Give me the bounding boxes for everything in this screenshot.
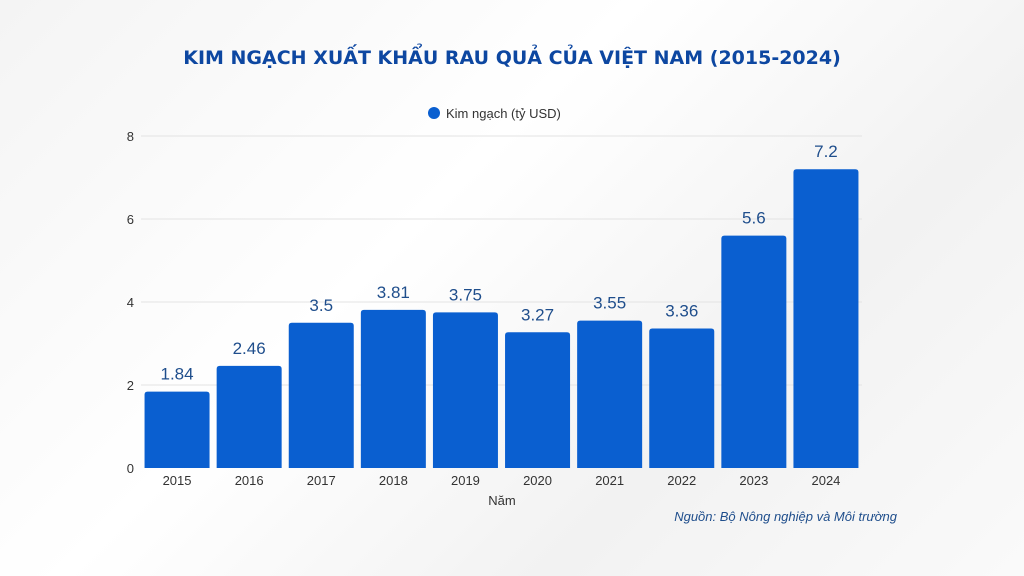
data-label-2021: 3.55 <box>593 294 626 313</box>
data-label-2022: 3.36 <box>665 302 698 321</box>
x-tick-label: 2023 <box>739 473 768 488</box>
bar-2019 <box>432 312 498 468</box>
legend: Kim ngạch (tỷ USD) <box>428 106 561 121</box>
data-labels: 1.84 2.46 3.5 3.81 3.75 3.27 3.55 3.36 5.6 7.2 <box>161 142 838 383</box>
x-tick-label: 2017 <box>307 473 336 488</box>
x-tick-label: 2022 <box>667 473 696 488</box>
legend-swatch <box>428 107 440 119</box>
y-axis-ticks: 0 2 4 6 8 <box>127 129 134 476</box>
data-label-2018: 3.81 <box>377 283 410 302</box>
bars <box>144 169 859 468</box>
source-note: Nguồn: Bộ Nông nghiệp và Môi trường <box>674 509 898 524</box>
x-tick-label: 2024 <box>811 473 840 488</box>
bar-2018 <box>360 309 426 468</box>
bar-2024 <box>793 169 859 468</box>
x-tick-label: 2016 <box>235 473 264 488</box>
bar-2023 <box>721 235 787 468</box>
x-axis-ticks: 2015 2016 2017 2018 2019 2020 2021 2022 2023 2024 <box>163 473 841 488</box>
bar-2021 <box>577 320 643 468</box>
bar-2022 <box>649 328 715 468</box>
data-label-2016: 2.46 <box>233 339 266 358</box>
x-axis-label: Năm <box>488 493 515 508</box>
data-label-2019: 3.75 <box>449 285 482 304</box>
chart-title: KIM NGẠCH XUẤT KHẨU RAU QUẢ CỦA VIỆT NAM… <box>183 43 841 69</box>
x-tick-label: 2018 <box>379 473 408 488</box>
x-tick-label: 2020 <box>523 473 552 488</box>
bar-2017 <box>288 322 354 468</box>
y-tick-label: 0 <box>127 461 134 476</box>
bar-2020 <box>505 332 571 468</box>
data-label-2020: 3.27 <box>521 305 554 324</box>
data-label-2017: 3.5 <box>309 296 333 315</box>
y-tick-label: 2 <box>127 378 134 393</box>
x-tick-label: 2021 <box>595 473 624 488</box>
y-tick-label: 4 <box>127 295 134 310</box>
y-tick-label: 8 <box>127 129 134 144</box>
data-label-2015: 1.84 <box>161 365 194 384</box>
data-label-2024: 7.2 <box>814 142 838 161</box>
data-label-2023: 5.6 <box>742 209 766 228</box>
bar-2015 <box>144 391 210 468</box>
bar-2016 <box>216 365 282 468</box>
y-tick-label: 6 <box>127 212 134 227</box>
x-tick-label: 2019 <box>451 473 480 488</box>
legend-label: Kim ngạch (tỷ USD) <box>446 106 561 121</box>
x-tick-label: 2015 <box>163 473 192 488</box>
